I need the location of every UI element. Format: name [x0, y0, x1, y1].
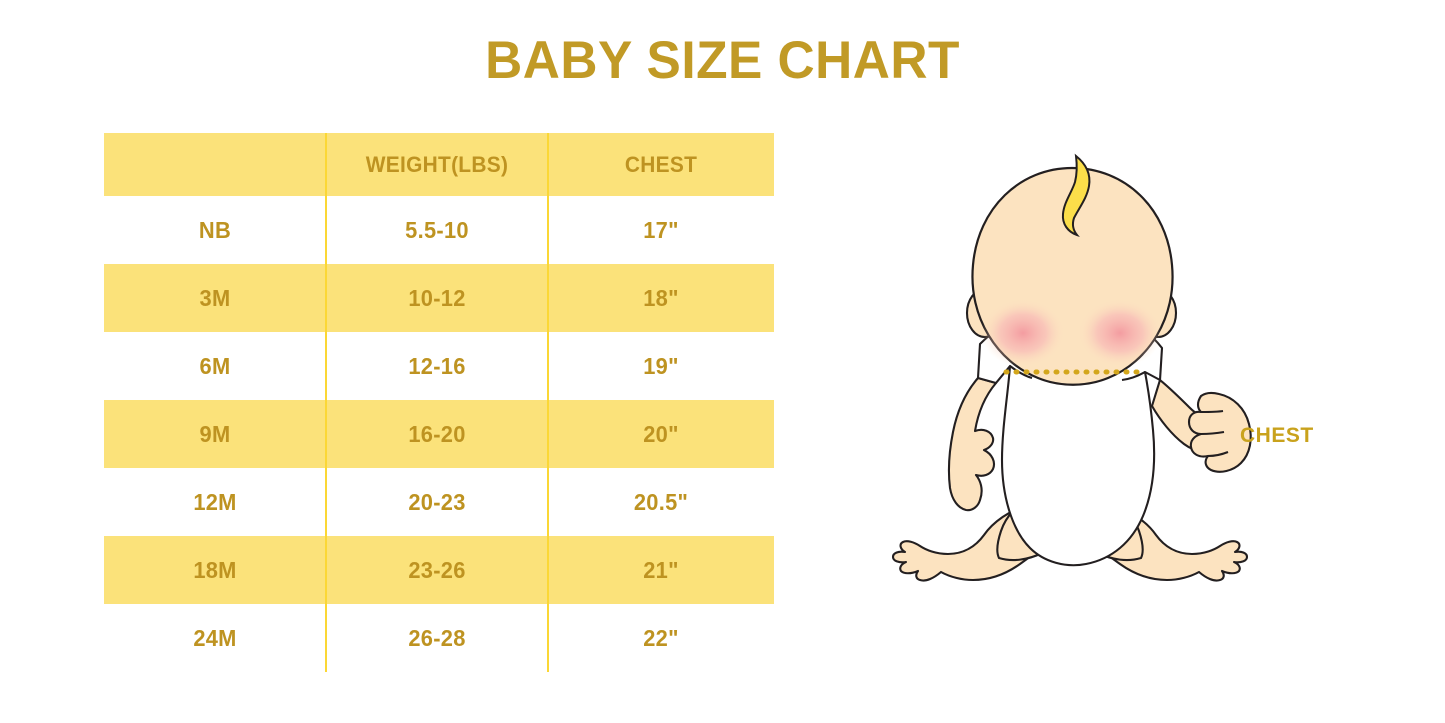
cell-chest: 17": [643, 216, 679, 243]
cell-size: NB: [198, 216, 232, 243]
column-header-weight: WEIGHT(LBS): [365, 151, 509, 177]
baby-hair-curl: [1061, 153, 1091, 238]
cell-weight: 12-16: [408, 352, 466, 379]
table-row: 12M 20-23 20.5": [104, 468, 774, 536]
cell-size: 18M: [193, 556, 237, 583]
table-row: 3M 10-12 18": [104, 264, 774, 332]
cell-chest: 20.5": [633, 488, 689, 515]
table-row: 24M 26-28 22": [104, 604, 774, 672]
table-row: 18M 23-26 21": [104, 536, 774, 604]
cell-size: 3M: [199, 284, 231, 311]
table-row: 9M 16-20 20": [104, 400, 774, 468]
table-row: NB 5.5-10 17": [104, 196, 774, 264]
cell-weight: 5.5-10: [405, 216, 469, 243]
cell-chest: 18": [643, 284, 679, 311]
cell-size: 12M: [193, 488, 237, 515]
column-divider: [325, 133, 327, 672]
cell-weight: 16-20: [408, 420, 466, 447]
baby-left-arm: [947, 376, 998, 512]
column-divider: [547, 133, 549, 672]
cell-size: 24M: [193, 624, 237, 651]
cell-size: 9M: [199, 420, 231, 447]
size-chart-table: WEIGHT(LBS) CHEST NB 5.5-10 17" 3M 10-12…: [104, 133, 774, 672]
cell-chest: 19": [643, 352, 679, 379]
cell-weight: 26-28: [408, 624, 466, 651]
table-row: 6M 12-16 19": [104, 332, 774, 400]
baby-illustration: [860, 150, 1280, 610]
column-header-chest: CHEST: [624, 151, 698, 177]
cell-weight: 23-26: [408, 556, 466, 583]
baby-right-arm: [1150, 378, 1252, 473]
cell-size: 6M: [199, 352, 231, 379]
page-title: BABY SIZE CHART: [485, 31, 960, 90]
baby-head: [971, 166, 1174, 386]
table-header-row: WEIGHT(LBS) CHEST: [104, 133, 774, 196]
cell-weight: 20-23: [408, 488, 466, 515]
cell-chest: 20": [643, 420, 679, 447]
blush-left: [981, 299, 1065, 367]
cell-chest: 21": [643, 556, 679, 583]
cell-weight: 10-12: [408, 284, 466, 311]
cell-chest: 22": [643, 624, 679, 651]
blush-right: [1078, 299, 1162, 367]
chest-measurement-label: CHEST: [1240, 424, 1314, 447]
